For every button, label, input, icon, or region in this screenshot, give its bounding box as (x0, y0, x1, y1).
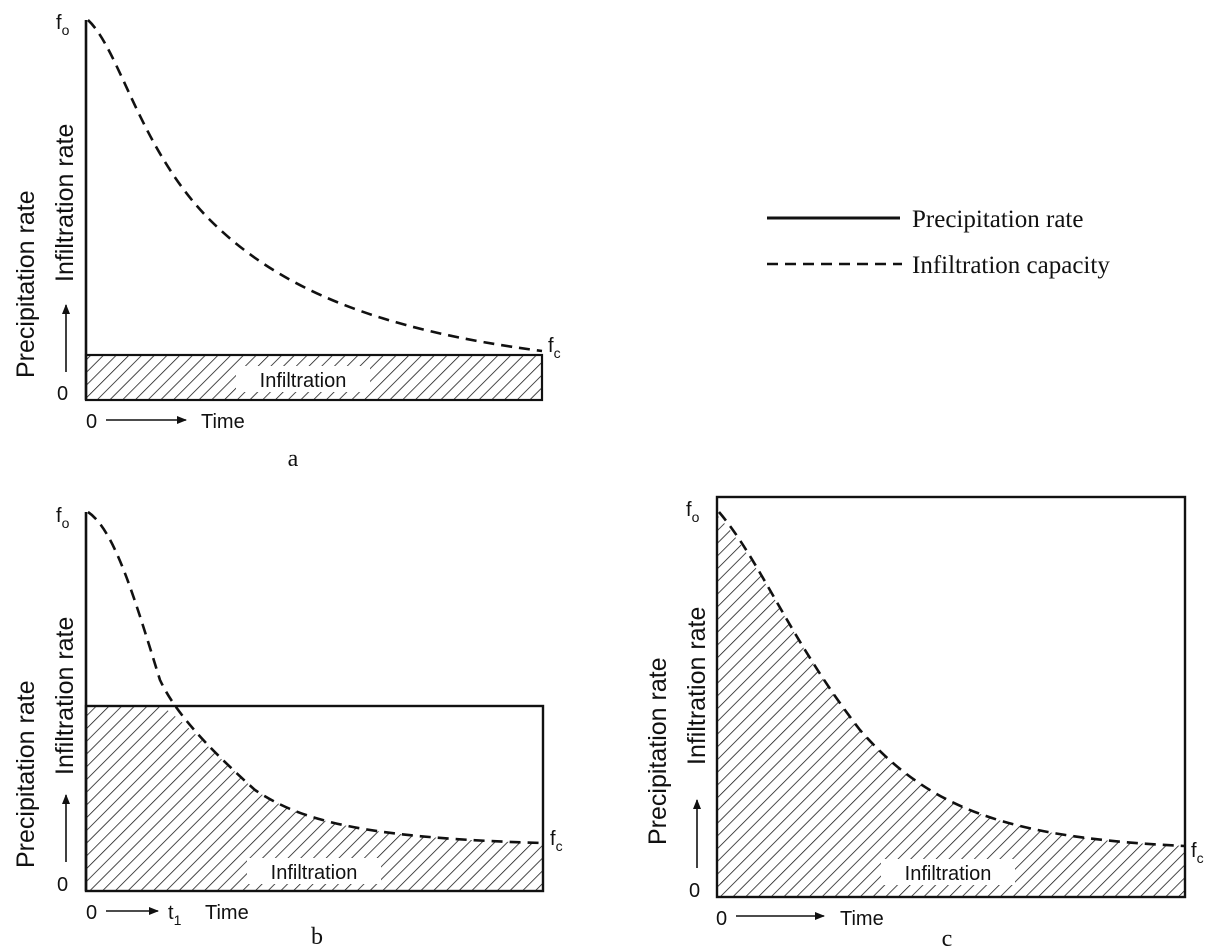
panel-c-x-origin-label: 0 (716, 908, 727, 930)
panel-a-y-label-inner: Infiltration rate (51, 124, 79, 282)
panel-b-time-label: Time (205, 902, 249, 924)
panel-c-y-label-inner: Infiltration rate (683, 607, 711, 765)
panel-b: Precipitation rate Infiltration rate 0 I… (12, 505, 563, 948)
panel-c-origin-label: 0 (689, 880, 700, 902)
panel-b-y-label-inner: Infiltration rate (51, 617, 79, 775)
legend: Precipitation rate Infiltration capacity (767, 206, 1110, 279)
panel-a-time-label: Time (201, 411, 245, 433)
panel-c-fc-label: fc (1191, 840, 1204, 866)
panel-b-origin-label: 0 (57, 874, 68, 896)
panel-b-caption: b (311, 924, 323, 948)
panel-b-fo-label: fo (56, 505, 70, 531)
panel-a-x-origin-label: 0 (86, 411, 97, 433)
panel-c-time-label: Time (840, 908, 884, 930)
panel-a-y-label-outer: Precipitation rate (12, 190, 40, 378)
panel-c-precipitation-box (715, 495, 1187, 899)
panel-b-x-origin-label: 0 (86, 902, 97, 924)
legend-precipitation-label: Precipitation rate (912, 206, 1083, 233)
panel-a-fc-label: fc (548, 335, 561, 361)
panel-c-fo-label: fo (686, 499, 700, 525)
panel-a-origin-label: 0 (57, 383, 68, 405)
panel-c-area-label-bg (881, 859, 1015, 885)
panel-a-area-label: Infiltration (260, 370, 347, 392)
panel-b-t1-label: t1 (168, 902, 182, 928)
panel-a-fo-label: fo (56, 12, 70, 38)
panel-c-caption: c (942, 926, 953, 948)
panel-b-area-label-bg (247, 858, 381, 884)
panel-c-capacity-curve (718, 511, 1186, 848)
panel-b-capacity-curve (87, 510, 544, 845)
legend-infiltration-capacity-label: Infiltration capacity (912, 252, 1110, 279)
panel-b-fc-label: fc (550, 828, 563, 854)
panel-a-area-label-bg (236, 366, 370, 392)
panel-a: Precipitation rate Infiltration rate 0 I… (12, 12, 561, 472)
panel-c-y-label-outer: Precipitation rate (644, 657, 672, 845)
panel-a-capacity-curve (87, 19, 543, 353)
panel-b-area-label: Infiltration (271, 862, 358, 884)
panel-c-infiltration-area (717, 515, 1185, 897)
panel-b-y-label-outer: Precipitation rate (12, 680, 40, 868)
panel-c-area-label: Infiltration (905, 863, 992, 885)
panel-a-caption: a (288, 446, 299, 472)
panel-c: Precipitation rate Infiltration rate 0 I… (644, 495, 1204, 948)
